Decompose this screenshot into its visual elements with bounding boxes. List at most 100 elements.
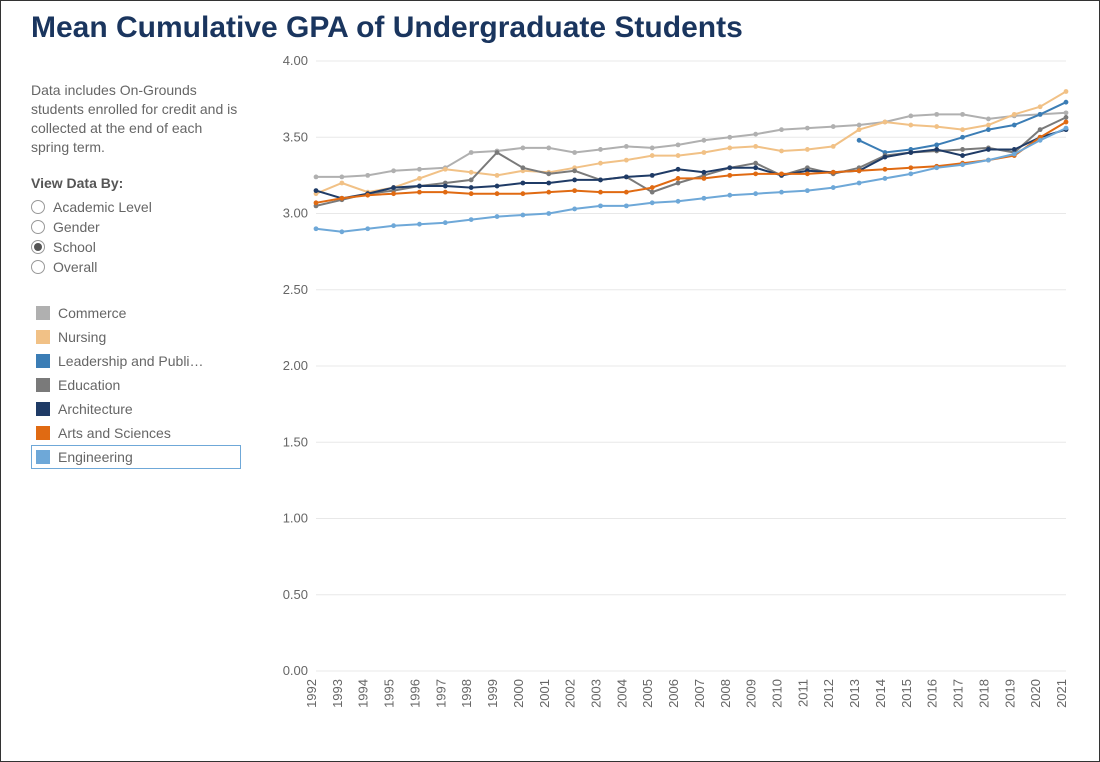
series-marker xyxy=(908,150,913,155)
legend-item-engineering[interactable]: Engineering xyxy=(31,445,241,469)
series-marker xyxy=(727,135,732,140)
x-tick: 2005 xyxy=(640,679,655,708)
series-marker xyxy=(520,191,525,196)
series-marker xyxy=(495,184,500,189)
series-marker xyxy=(779,171,784,176)
radio-overall[interactable]: Overall xyxy=(31,257,241,277)
series-marker xyxy=(753,144,758,149)
legend-swatch xyxy=(36,402,50,416)
x-tick: 2018 xyxy=(976,679,991,708)
x-tick: 2006 xyxy=(666,679,681,708)
series-marker xyxy=(753,165,758,170)
radio-label: Gender xyxy=(53,219,100,235)
series-marker xyxy=(986,123,991,128)
x-tick: 2004 xyxy=(614,679,629,708)
x-tick: 2017 xyxy=(951,679,966,708)
series-marker xyxy=(650,185,655,190)
series-marker xyxy=(650,200,655,205)
series-marker xyxy=(650,190,655,195)
series-marker xyxy=(520,213,525,218)
caption-text: Data includes On-Grounds students enroll… xyxy=(31,81,241,157)
x-tick-label: 1995 xyxy=(382,679,397,708)
legend-swatch xyxy=(36,354,50,368)
x-tick: 2013 xyxy=(847,679,862,708)
x-tick-label: 2019 xyxy=(1002,679,1017,708)
legend-item-architecture[interactable]: Architecture xyxy=(31,397,241,421)
series-marker xyxy=(443,167,448,172)
series-line xyxy=(316,113,1066,177)
series-marker xyxy=(1012,112,1017,117)
legend-item-education[interactable]: Education xyxy=(31,373,241,397)
series-marker xyxy=(417,190,422,195)
series-marker xyxy=(702,196,707,201)
y-tick-label: 4.00 xyxy=(283,53,308,68)
radio-academic-level[interactable]: Academic Level xyxy=(31,197,241,217)
series-marker xyxy=(469,217,474,222)
series-marker xyxy=(857,138,862,143)
legend-item-commerce[interactable]: Commerce xyxy=(31,301,241,325)
series-marker xyxy=(1038,104,1043,109)
legend-swatch xyxy=(36,426,50,440)
x-tick-label: 2003 xyxy=(588,679,603,708)
radio-icon xyxy=(31,260,45,274)
x-tick-label: 2016 xyxy=(925,679,940,708)
series-marker xyxy=(598,178,603,183)
series-marker xyxy=(934,147,939,152)
series-marker xyxy=(779,149,784,154)
series-marker xyxy=(365,173,370,178)
x-tick: 1999 xyxy=(485,679,500,708)
legend-label: Arts and Sciences xyxy=(58,425,171,441)
series-marker xyxy=(1064,89,1069,94)
series-marker xyxy=(572,150,577,155)
x-tick: 2011 xyxy=(795,679,810,707)
x-tick-label: 1994 xyxy=(356,679,371,708)
x-tick: 1993 xyxy=(330,679,345,708)
series-marker xyxy=(883,155,888,160)
x-tick-label: 2012 xyxy=(821,679,836,708)
x-tick: 2003 xyxy=(588,679,603,708)
series-marker xyxy=(417,167,422,172)
radio-school[interactable]: School xyxy=(31,237,241,257)
series-marker xyxy=(753,132,758,137)
legend-item-leadership-and-publi-[interactable]: Leadership and Publi… xyxy=(31,349,241,373)
legend-label: Leadership and Publi… xyxy=(58,353,204,369)
series-marker xyxy=(779,190,784,195)
legend-swatch xyxy=(36,306,50,320)
legend-item-arts-and-sciences[interactable]: Arts and Sciences xyxy=(31,421,241,445)
x-tick: 2010 xyxy=(770,679,785,708)
series-marker xyxy=(1064,126,1069,131)
series-marker xyxy=(857,127,862,132)
series-marker xyxy=(391,168,396,173)
series-marker xyxy=(727,193,732,198)
gpa-line-chart: 0.000.501.001.502.002.503.003.504.001992… xyxy=(261,51,1081,751)
series-marker xyxy=(934,112,939,117)
series-marker xyxy=(702,138,707,143)
radio-label: School xyxy=(53,239,96,255)
series-marker xyxy=(883,176,888,181)
series-marker xyxy=(934,124,939,129)
series-marker xyxy=(960,153,965,158)
series-marker xyxy=(314,200,319,205)
x-tick: 1992 xyxy=(304,679,319,708)
x-tick-label: 2009 xyxy=(744,679,759,708)
series-marker xyxy=(702,150,707,155)
x-tick-label: 2011 xyxy=(795,679,810,707)
series-marker xyxy=(546,171,551,176)
x-tick-label: 2006 xyxy=(666,679,681,708)
series-marker xyxy=(753,171,758,176)
series-marker xyxy=(779,127,784,132)
x-tick: 2019 xyxy=(1002,679,1017,708)
radio-group: Academic Level Gender School Overall xyxy=(31,197,241,277)
series-marker xyxy=(960,147,965,152)
series-marker xyxy=(624,203,629,208)
series-marker xyxy=(314,226,319,231)
series-marker xyxy=(520,146,525,151)
radio-gender[interactable]: Gender xyxy=(31,217,241,237)
series-marker xyxy=(339,196,344,201)
series-marker xyxy=(857,168,862,173)
x-tick-label: 2017 xyxy=(951,679,966,708)
legend-item-nursing[interactable]: Nursing xyxy=(31,325,241,349)
series-marker xyxy=(520,181,525,186)
series-marker xyxy=(1038,112,1043,117)
series-marker xyxy=(727,165,732,170)
